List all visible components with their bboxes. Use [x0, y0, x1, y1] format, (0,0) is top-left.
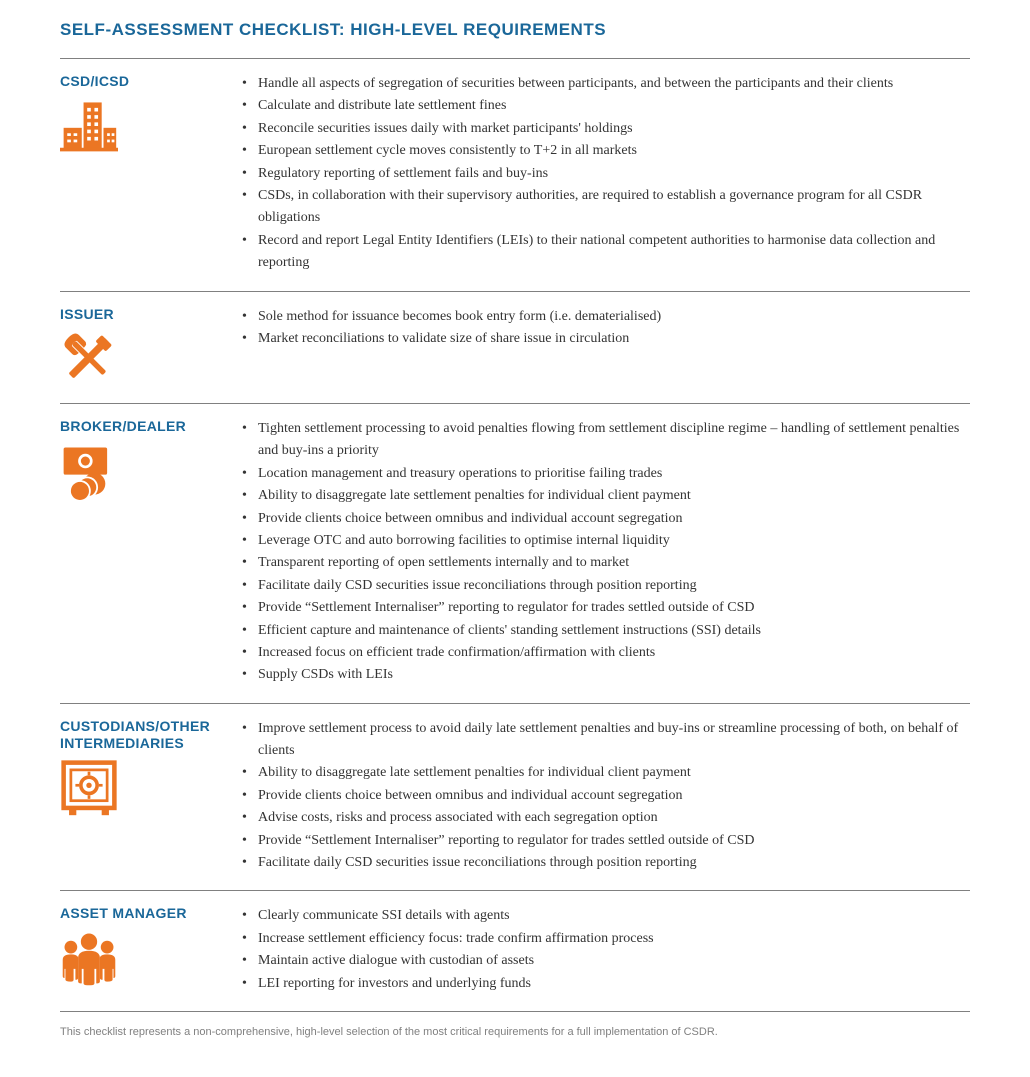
list-item: European settlement cycle moves consiste…	[240, 140, 970, 162]
section-left: ISSUER	[60, 306, 240, 388]
section-left: CSD/ICSD	[60, 73, 240, 275]
section: CSD/ICSDHandle all aspects of segregatio…	[60, 59, 970, 292]
list-item: Clearly communicate SSI details with age…	[240, 905, 970, 927]
list-item: Improve settlement process to avoid dail…	[240, 718, 970, 763]
page-title: SELF-ASSESSMENT CHECKLIST: HIGH-LEVEL RE…	[60, 20, 970, 40]
section-right: Tighten settlement processing to avoid p…	[240, 418, 970, 687]
list-item: CSDs, in collaboration with their superv…	[240, 185, 970, 230]
section-label: ASSET MANAGER	[60, 905, 240, 923]
bullet-list: Tighten settlement processing to avoid p…	[240, 418, 970, 687]
list-item: Efficient capture and maintenance of cli…	[240, 620, 970, 642]
section: ASSET MANAGERClearly communicate SSI det…	[60, 891, 970, 1012]
bullet-list: Improve settlement process to avoid dail…	[240, 718, 970, 875]
section: ISSUERSole method for issuance becomes b…	[60, 292, 970, 405]
list-item: Increased focus on efficient trade confi…	[240, 642, 970, 664]
sections-container: CSD/ICSDHandle all aspects of segregatio…	[60, 59, 970, 1012]
buildings-icon	[60, 97, 240, 155]
list-item: Provide clients choice between omnibus a…	[240, 785, 970, 807]
list-item: Tighten settlement processing to avoid p…	[240, 418, 970, 463]
list-item: Leverage OTC and auto borrowing faciliti…	[240, 530, 970, 552]
list-item: Location management and treasury operati…	[240, 463, 970, 485]
list-item: Facilitate daily CSD securities issue re…	[240, 575, 970, 597]
list-item: LEI reporting for investors and underlyi…	[240, 973, 970, 995]
section-right: Sole method for issuance becomes book en…	[240, 306, 970, 388]
tools-icon	[60, 329, 240, 387]
footnote: This checklist represents a non-comprehe…	[60, 1026, 970, 1038]
list-item: Maintain active dialogue with custodian …	[240, 950, 970, 972]
list-item: Market reconciliations to validate size …	[240, 328, 970, 350]
money-icon	[60, 442, 240, 500]
list-item: Provide clients choice between omnibus a…	[240, 508, 970, 530]
list-item: Provide “Settlement Internaliser” report…	[240, 597, 970, 619]
section: CUSTODIANS/OTHER INTERMEDIARIESImprove s…	[60, 704, 970, 892]
section-label: CUSTODIANS/OTHER INTERMEDIARIES	[60, 718, 240, 753]
list-item: Sole method for issuance becomes book en…	[240, 306, 970, 328]
list-item: Facilitate daily CSD securities issue re…	[240, 852, 970, 874]
section-left: BROKER/DEALER	[60, 418, 240, 687]
safe-icon	[60, 759, 240, 817]
bullet-list: Handle all aspects of segregation of sec…	[240, 73, 970, 275]
list-item: Reconcile securities issues daily with m…	[240, 118, 970, 140]
list-item: Transparent reporting of open settlement…	[240, 552, 970, 574]
list-item: Increase settlement efficiency focus: tr…	[240, 928, 970, 950]
list-item: Regulatory reporting of settlement fails…	[240, 163, 970, 185]
section-right: Handle all aspects of segregation of sec…	[240, 73, 970, 275]
section-left: CUSTODIANS/OTHER INTERMEDIARIES	[60, 718, 240, 875]
list-item: Supply CSDs with LEIs	[240, 664, 970, 686]
list-item: Advise costs, risks and process associat…	[240, 807, 970, 829]
bullet-list: Clearly communicate SSI details with age…	[240, 905, 970, 995]
section-label: ISSUER	[60, 306, 240, 324]
list-item: Ability to disaggregate late settlement …	[240, 485, 970, 507]
section-left: ASSET MANAGER	[60, 905, 240, 995]
list-item: Calculate and distribute late settlement…	[240, 95, 970, 117]
section: BROKER/DEALERTighten settlement processi…	[60, 404, 970, 704]
people-icon	[60, 929, 240, 987]
list-item: Provide “Settlement Internaliser” report…	[240, 830, 970, 852]
list-item: Record and report Legal Entity Identifie…	[240, 230, 970, 275]
section-label: CSD/ICSD	[60, 73, 240, 91]
section-right: Improve settlement process to avoid dail…	[240, 718, 970, 875]
bullet-list: Sole method for issuance becomes book en…	[240, 306, 970, 351]
section-right: Clearly communicate SSI details with age…	[240, 905, 970, 995]
section-label: BROKER/DEALER	[60, 418, 240, 436]
list-item: Ability to disaggregate late settlement …	[240, 762, 970, 784]
list-item: Handle all aspects of segregation of sec…	[240, 73, 970, 95]
